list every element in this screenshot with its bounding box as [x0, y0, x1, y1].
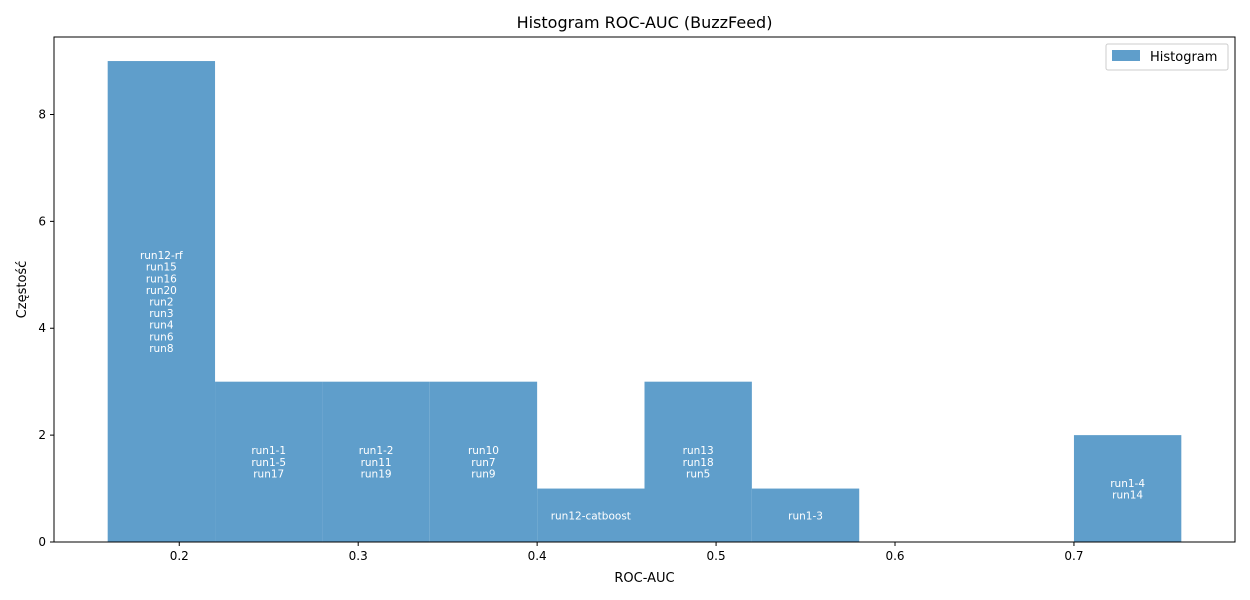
x-tick-label: 0.6 [885, 549, 904, 563]
bar-run-label: run17 [253, 468, 284, 480]
bar-run-label: run19 [361, 468, 392, 480]
bar-run-label: run2 [149, 297, 173, 309]
histogram-bar [215, 381, 323, 542]
legend-swatch [1112, 50, 1140, 61]
histogram-bar [1073, 435, 1182, 542]
bar-run-label: run7 [471, 457, 495, 469]
chart-title: Histogram ROC-AUC (BuzzFeed) [517, 13, 773, 32]
bar-run-label: run14 [1112, 489, 1143, 501]
bar-run-label: run1-5 [251, 457, 286, 469]
bar-run-label: run13 [683, 445, 714, 457]
y-axis-label: Częstość [15, 261, 30, 319]
y-tick-label: 0 [38, 535, 46, 549]
x-tick-label: 0.7 [1064, 549, 1083, 563]
axes-frame [53, 36, 1236, 543]
bar-run-label: run6 [149, 331, 174, 343]
bar-run-label: run1-2 [359, 445, 394, 457]
bar-run-label: run20 [146, 285, 177, 297]
bar-run-label: run1-4 [1110, 478, 1145, 490]
legend-label: Histogram [1150, 50, 1217, 65]
histogram-bar [322, 381, 430, 542]
bar-run-label: run12-rf [140, 250, 183, 262]
y-tick-label: 6 [38, 214, 46, 228]
legend: Histogram [1105, 43, 1229, 71]
bar-run-label: run11 [361, 457, 392, 469]
bar-labels-group: run12-rfrun15run16run20run2run3run4run6r… [140, 250, 1145, 522]
bar-run-label: run1-3 [788, 510, 823, 522]
histogram-bar [751, 488, 860, 542]
bar-run-label: run12-catboost [551, 510, 631, 522]
x-tick-label: 0.2 [170, 549, 189, 563]
x-axis-label: ROC-AUC [614, 571, 674, 586]
bar-run-label: run10 [468, 445, 499, 457]
bar-run-label: run8 [149, 343, 173, 355]
bar-run-label: run5 [686, 468, 710, 480]
histogram-bar [644, 381, 752, 542]
x-tick-label: 0.5 [707, 549, 726, 563]
x-tick-label: 0.4 [528, 549, 547, 563]
bar-run-label: run15 [146, 262, 177, 274]
y-tick-label: 2 [38, 428, 46, 442]
y-ticks-group: 0 2 4 6 8 [38, 107, 54, 549]
x-ticks-group: 0.2 0.3 0.4 0.5 0.6 0.7 [170, 542, 1084, 563]
y-tick-label: 4 [38, 321, 46, 335]
histogram-bar [537, 488, 645, 542]
bar-run-label: run9 [471, 468, 495, 480]
bars-group [107, 61, 1182, 543]
x-tick-label: 0.3 [349, 549, 368, 563]
histogram-bar [429, 381, 538, 542]
bar-run-label: run18 [683, 457, 714, 469]
bar-run-label: run3 [149, 308, 173, 320]
bar-run-label: run4 [149, 320, 174, 332]
bar-run-label: run1-1 [251, 445, 286, 457]
histogram-bar [107, 61, 216, 543]
y-tick-label: 8 [38, 107, 46, 121]
bar-run-label: run16 [146, 273, 177, 285]
